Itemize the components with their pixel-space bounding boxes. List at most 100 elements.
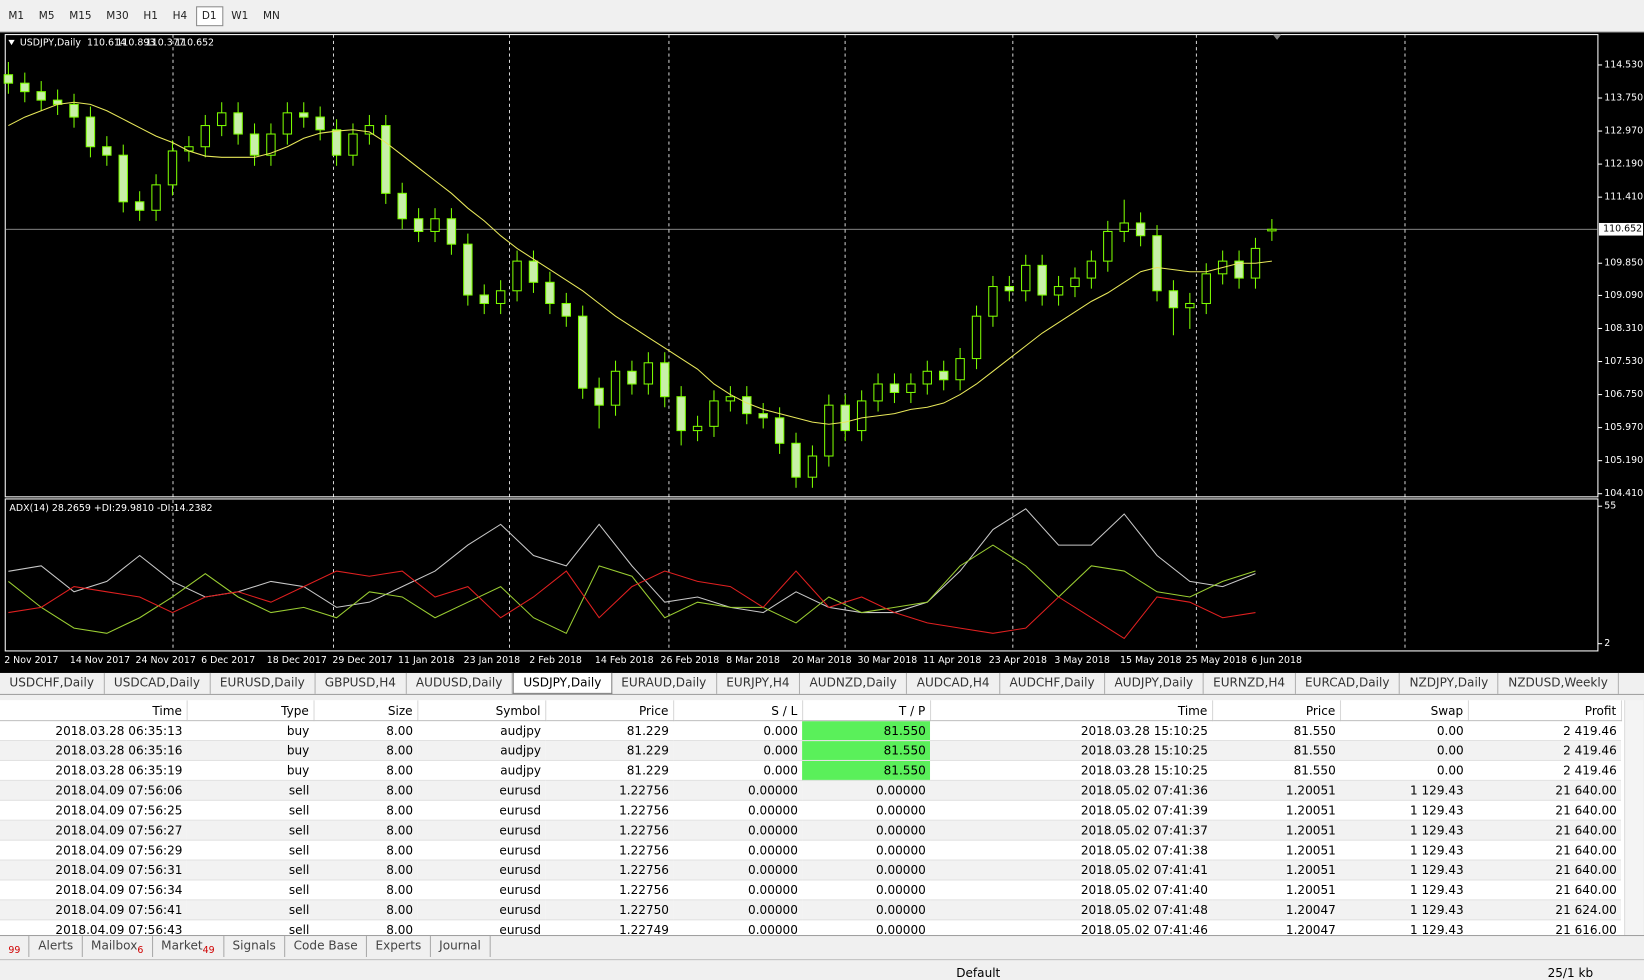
x-tick-label: 6 Jun 2018 — [1251, 655, 1302, 666]
table-row[interactable]: 2018.04.09 07:56:06 sell 8.00 eurusd 1.22756… — [0, 780, 1621, 801]
candle-body — [446, 218, 457, 245]
column-header[interactable]: Type — [186, 700, 315, 722]
candle-body — [1119, 222, 1129, 232]
candle-body — [1168, 290, 1179, 309]
timeframe-button[interactable]: M1 — [8, 9, 25, 22]
table-cell: 0.00000 — [802, 800, 931, 821]
timeframe-button[interactable]: W1 — [231, 9, 249, 22]
timeframe-button[interactable]: MN — [262, 9, 280, 22]
table-cell: audjpy — [417, 740, 546, 761]
chart-tab[interactable]: USDJPY,Daily — [512, 672, 612, 694]
table-cell: 21 640.00 — [1467, 879, 1621, 901]
terminal-tab[interactable]: Signals — [224, 936, 286, 958]
table-row[interactable]: 2018.03.28 06:35:19 buy 8.00 audjpy 81.229 0.… — [0, 760, 1621, 781]
chart-tab[interactable]: EURAUD,Daily — [612, 672, 717, 694]
table-row[interactable]: 2018.04.09 07:56:41 sell 8.00 eurusd 1.22750… — [0, 899, 1621, 921]
column-header[interactable]: Time — [0, 700, 188, 722]
terminal-tab[interactable]: 99 — [0, 936, 30, 958]
timeframe-button[interactable]: H4 — [172, 9, 188, 22]
candle-body — [610, 370, 621, 406]
table-row[interactable]: 2018.04.09 07:56:27 sell 8.00 eurusd 1.22756… — [0, 820, 1621, 841]
x-tick-label: 3 May 2018 — [1054, 655, 1109, 666]
chart-tab[interactable]: GBPUSD,H4 — [315, 672, 407, 694]
terminal-tab[interactable]: Market49 — [153, 936, 225, 958]
table-cell: 0.00000 — [802, 780, 931, 801]
chart-tab[interactable]: USDCAD,Daily — [104, 672, 211, 694]
indicator-line — [8, 544, 1256, 634]
chart-tab[interactable]: AUDJPY,Daily — [1105, 672, 1204, 694]
y-tick-label: 108.310 — [1604, 323, 1643, 334]
column-header[interactable]: Price — [1212, 700, 1341, 722]
table-cell: 1.22756 — [545, 840, 674, 861]
table-cell: 2018.04.09 07:56:31 — [0, 860, 187, 881]
column-header[interactable]: Profit — [1467, 700, 1622, 722]
chart-tab[interactable]: AUDCAD,H4 — [907, 672, 1001, 694]
table-cell: sell — [186, 919, 314, 935]
table-cell: 2018.04.09 07:56:34 — [0, 879, 187, 901]
column-header[interactable]: Price — [545, 700, 674, 722]
candle-body — [725, 396, 736, 402]
candle-body — [397, 192, 407, 220]
column-header[interactable]: Swap — [1339, 700, 1469, 722]
chart-tab[interactable]: USDCHF,Daily — [0, 672, 105, 694]
profile: Default — [956, 965, 1001, 980]
candle-body — [233, 112, 243, 135]
chart-tab[interactable]: EURCAD,Daily — [1296, 672, 1401, 694]
table-row[interactable]: 2018.04.09 07:56:25 sell 8.00 eurusd 1.22756… — [0, 800, 1621, 821]
terminal-tab[interactable]: Alerts — [30, 936, 83, 958]
table-row[interactable]: 2018.03.28 06:35:13 buy 8.00 audjpy 81.229 0.… — [0, 720, 1621, 742]
column-header[interactable]: Size — [313, 700, 418, 722]
timeframe-button[interactable]: H1 — [143, 9, 158, 22]
y-tick-label: 107.530 — [1604, 356, 1643, 367]
table-cell: 21 640.00 — [1467, 860, 1621, 881]
candle-body — [938, 370, 949, 381]
candle-body — [971, 315, 982, 360]
tab-badge: 49 — [202, 945, 215, 957]
chart-tab[interactable]: AUDUSD,Daily — [406, 672, 513, 694]
table-cell: 1 129.43 — [1339, 840, 1468, 861]
table-row[interactable]: 2018.04.09 07:56:43 sell 8.00 eurusd 1.22749… — [0, 919, 1621, 935]
table-cell: 0.00 — [1339, 720, 1468, 742]
table-row[interactable]: 2018.04.09 07:56:34 sell 8.00 eurusd 1.22756… — [0, 879, 1621, 901]
table-cell: 0.00000 — [802, 860, 931, 881]
terminal-tab[interactable]: Experts — [367, 936, 431, 958]
chart-tab[interactable]: EURNZD,H4 — [1204, 672, 1296, 694]
chart-tab[interactable]: EURUSD,Daily — [210, 672, 316, 694]
chart-tab[interactable]: NZDUSD,Weekly — [1499, 672, 1619, 694]
table-row[interactable]: 2018.04.09 07:56:31 sell 8.00 eurusd 1.22756… — [0, 860, 1621, 881]
tab-label: Code Base — [293, 938, 358, 953]
terminal-tab[interactable]: Code Base — [285, 936, 368, 958]
scrollbar[interactable] — [1624, 700, 1643, 935]
table-cell: 0.00 — [1339, 760, 1468, 781]
timeframe-button[interactable]: M15 — [69, 9, 92, 22]
table-cell: eurusd — [417, 899, 546, 921]
timeframe-button[interactable]: D1 — [195, 5, 223, 26]
column-header[interactable]: Time — [930, 700, 1213, 722]
timeframe-button[interactable]: M5 — [38, 9, 55, 22]
column-header[interactable]: T / P — [802, 700, 931, 722]
x-tick-label: 18 Dec 2017 — [267, 655, 327, 666]
x-tick-label: 25 May 2018 — [1186, 655, 1247, 666]
table-cell: 1.20051 — [1212, 860, 1340, 881]
table-row[interactable]: 2018.03.28 06:35:16 buy 8.00 audjpy 81.229 0.… — [0, 740, 1621, 761]
timeframe-button[interactable]: M30 — [106, 9, 129, 22]
table-row[interactable]: 2018.04.09 07:56:29 sell 8.00 eurusd 1.22756… — [0, 840, 1621, 861]
indicator-pane — [4, 498, 1599, 652]
chart-tab[interactable]: AUDCHF,Daily — [1000, 672, 1106, 694]
table-cell: 0.00000 — [802, 840, 931, 861]
candle-body — [134, 201, 145, 211]
column-header[interactable]: Symbol — [417, 700, 546, 722]
table-cell: 8.00 — [313, 800, 418, 821]
column-header[interactable]: S / L — [673, 700, 803, 722]
table-cell: 2018.05.02 07:41:48 — [930, 899, 1213, 921]
table-cell: sell — [186, 820, 314, 841]
candle-body — [184, 146, 194, 152]
chart-group: 114.530 113.750 112.970 112.190 111.410 109.8… — [3, 34, 1643, 666]
chart-tab[interactable]: AUDNZD,Daily — [800, 672, 908, 694]
terminal-tab[interactable]: Mailbox6 — [83, 936, 153, 958]
chart-tab[interactable]: NZDJPY,Daily — [1400, 672, 1499, 694]
chart-tab[interactable]: EURJPY,H4 — [717, 672, 801, 694]
terminal-tab[interactable]: Journal — [431, 936, 491, 958]
chart-symbol: USDJPY,Daily — [20, 37, 81, 48]
